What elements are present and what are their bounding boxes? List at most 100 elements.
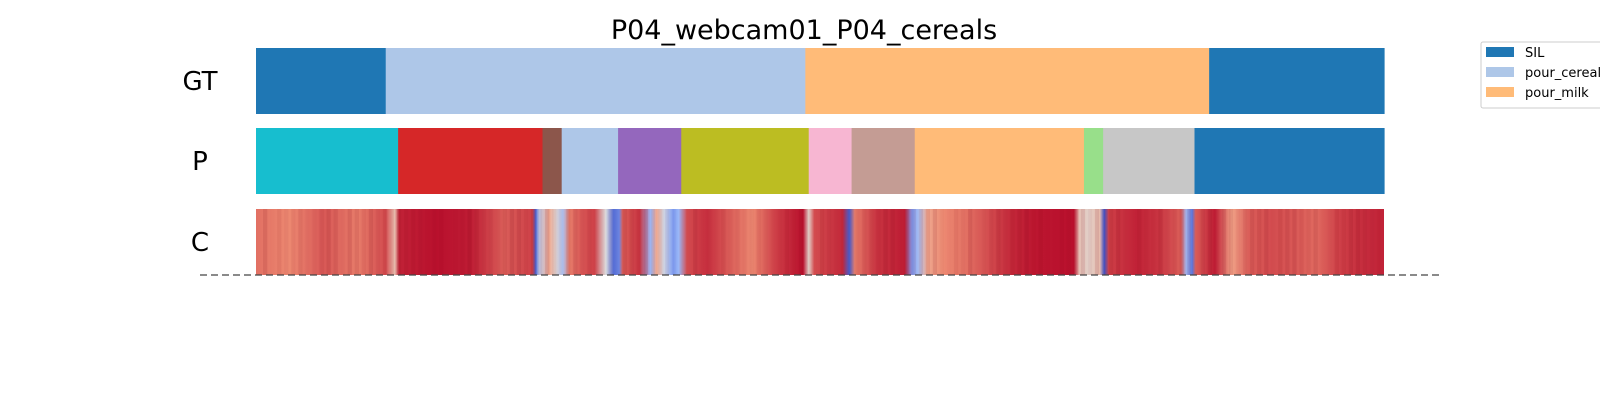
confidence-texture bbox=[1355, 209, 1361, 275]
row-label-c: C bbox=[191, 228, 209, 258]
confidence-texture bbox=[1102, 209, 1106, 275]
confidence-texture bbox=[1285, 209, 1290, 275]
confidence-texture bbox=[439, 209, 444, 275]
confidence-texture bbox=[1123, 209, 1127, 275]
confidence-texture bbox=[947, 209, 951, 275]
confidence-texture bbox=[904, 209, 909, 275]
segment-p-0 bbox=[256, 128, 399, 194]
confidence-texture bbox=[953, 209, 959, 275]
confidence-texture bbox=[778, 209, 782, 275]
confidence-texture bbox=[573, 209, 578, 275]
confidence-texture bbox=[827, 209, 832, 275]
confidence-texture bbox=[1010, 209, 1015, 275]
segment-p-6 bbox=[808, 128, 853, 194]
confidence-texture bbox=[1172, 209, 1177, 275]
legend-swatch-0 bbox=[1486, 47, 1514, 57]
confidence-texture bbox=[756, 209, 761, 275]
confidence-texture bbox=[545, 209, 550, 275]
confidence-texture bbox=[587, 209, 592, 275]
segment-p-3 bbox=[561, 128, 619, 194]
confidence-texture bbox=[742, 209, 746, 275]
confidence-texture bbox=[1328, 209, 1332, 275]
confidence-texture bbox=[932, 209, 938, 275]
confidence-texture bbox=[1179, 209, 1184, 275]
confidence-texture bbox=[580, 209, 584, 275]
confidence-texture bbox=[1046, 209, 1050, 275]
confidence-texture bbox=[989, 209, 994, 275]
confidence-texture bbox=[855, 209, 860, 275]
confidence-texture bbox=[368, 209, 374, 275]
segment-p-7 bbox=[851, 128, 916, 194]
confidence-texture bbox=[601, 209, 605, 275]
confidence-texture bbox=[848, 209, 852, 275]
confidence-texture bbox=[298, 209, 303, 275]
confidence-texture bbox=[707, 209, 711, 275]
confidence-texture bbox=[996, 209, 1001, 275]
segment-gt-1 bbox=[385, 48, 806, 114]
confidence-texture bbox=[1087, 209, 1093, 275]
confidence-texture bbox=[1059, 209, 1064, 275]
confidence-texture bbox=[622, 209, 627, 275]
confidence-texture bbox=[1376, 209, 1382, 275]
confidence-texture bbox=[721, 209, 726, 275]
confidence-texture bbox=[1278, 209, 1283, 275]
confidence-texture bbox=[390, 209, 394, 275]
confidence-texture bbox=[538, 209, 543, 275]
confidence-texture bbox=[1207, 209, 1212, 275]
confidence-texture bbox=[509, 209, 515, 275]
confidence-texture bbox=[1221, 209, 1227, 275]
confidence-texture bbox=[432, 209, 437, 275]
confidence-texture bbox=[693, 209, 698, 275]
confidence-texture bbox=[1066, 209, 1071, 275]
row-label-gt: GT bbox=[182, 67, 217, 97]
confidence-texture bbox=[616, 209, 620, 275]
confidence-texture bbox=[982, 209, 986, 275]
confidence-texture bbox=[890, 209, 895, 275]
row-label-p: P bbox=[192, 147, 208, 177]
confidence-texture bbox=[354, 209, 359, 275]
confidence-texture bbox=[798, 209, 804, 275]
confidence-texture bbox=[1264, 209, 1269, 275]
confidence-texture bbox=[1186, 209, 1191, 275]
segment-p-2 bbox=[542, 128, 563, 194]
confidence-texture bbox=[1130, 209, 1134, 275]
confidence-texture bbox=[502, 209, 507, 275]
segment-p-9 bbox=[1083, 128, 1104, 194]
confidence-texture bbox=[1094, 209, 1100, 275]
confidence-texture bbox=[1024, 209, 1029, 275]
confidence-texture bbox=[650, 209, 656, 275]
confidence-texture bbox=[1137, 209, 1142, 275]
confidence-texture bbox=[918, 209, 923, 275]
confidence-texture bbox=[925, 209, 930, 275]
confidence-texture bbox=[1370, 209, 1374, 275]
confidence-texture bbox=[1257, 209, 1262, 275]
confidence-texture bbox=[1215, 209, 1219, 275]
confidence-texture bbox=[1313, 209, 1318, 275]
confidence-texture bbox=[284, 209, 289, 275]
confidence-texture bbox=[333, 209, 338, 275]
confidence-texture bbox=[488, 209, 493, 275]
confidence-texture bbox=[1080, 209, 1086, 275]
confidence-texture bbox=[1194, 209, 1198, 275]
confidence-texture bbox=[404, 209, 409, 275]
confidence-texture bbox=[1236, 209, 1240, 275]
confidence-texture bbox=[1271, 209, 1275, 275]
confidence-texture bbox=[834, 209, 838, 275]
confidence-texture bbox=[869, 209, 874, 275]
confidence-texture bbox=[1116, 209, 1121, 275]
confidence-texture bbox=[347, 209, 352, 275]
confidence-texture bbox=[735, 209, 740, 275]
legend-label-1: pour_cereals bbox=[1525, 66, 1600, 81]
confidence-texture bbox=[1144, 209, 1148, 275]
segment-gt-2 bbox=[805, 48, 1210, 114]
legend-swatch-2 bbox=[1486, 87, 1514, 97]
chart-title: P04_webcam01_P04_cereals bbox=[611, 15, 997, 46]
confidence-texture bbox=[1306, 209, 1311, 275]
confidence-texture bbox=[1250, 209, 1255, 275]
confidence-texture bbox=[700, 209, 704, 275]
confidence-texture bbox=[609, 209, 613, 275]
confidence-texture bbox=[594, 209, 598, 275]
confidence-texture bbox=[792, 209, 796, 275]
confidence-texture bbox=[1017, 209, 1022, 275]
